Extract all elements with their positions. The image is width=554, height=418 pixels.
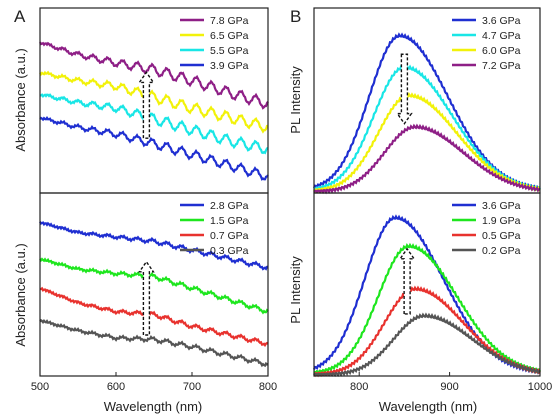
plot-B-top: 3.6 GPa 4.7 GPa 6.0 GPa 7.2 GPa bbox=[312, 7, 542, 195]
legend-label-A-top-1: 6.5 GPa bbox=[210, 30, 249, 42]
legend-label-B-top-0: 3.6 GPa bbox=[482, 15, 521, 27]
x-tick-label-A-bottom-0: 500 bbox=[31, 381, 49, 393]
y-axis-label-b-top: PL Intensity bbox=[288, 66, 303, 134]
trend-arrow-B-bottom bbox=[398, 247, 416, 315]
y-axis-label-a-top: Absorbance (a.u.) bbox=[13, 48, 28, 151]
plot-B-bottom: 3.6 GPa 1.9 GPa 0.5 GPa 0.2 GPa 800 900 1000 bbox=[312, 192, 552, 393]
legend-label-B-top-2: 6.0 GPa bbox=[482, 45, 521, 57]
y-axis-label-b-bottom: PL Intensity bbox=[288, 256, 303, 324]
series-line-B-top-0 bbox=[312, 32, 541, 191]
legend-label-B-top-3: 7.2 GPa bbox=[482, 60, 521, 72]
plot-A-top: 7.8 GPa 6.5 GPa 5.5 GPa 3.9 GPa bbox=[39, 7, 269, 194]
series-line-B-bottom-2 bbox=[313, 285, 541, 378]
legend-label-B-bottom-1: 1.9 GPa bbox=[482, 215, 521, 227]
series-line-A-bottom-0 bbox=[39, 221, 269, 271]
series-line-A-bottom-3 bbox=[39, 318, 269, 368]
legend-label-A-bottom-0: 2.8 GPa bbox=[210, 200, 249, 212]
plot-frame-A-bottom bbox=[39, 192, 269, 377]
x-tick-label-B-bottom-0: 800 bbox=[350, 381, 368, 393]
legend-label-A-top-3: 3.9 GPa bbox=[210, 60, 249, 72]
x-tick-label-A-bottom-2: 700 bbox=[183, 381, 201, 393]
plot-A-bottom: 2.8 GPa 1.5 GPa 0.7 GPa 0.3 GPa 500 600 700 800 bbox=[31, 192, 277, 393]
legend-label-A-top-0: 7.8 GPa bbox=[210, 15, 249, 27]
series-line-A-top-1 bbox=[39, 70, 269, 134]
x-tick-label-B-bottom-2: 1000 bbox=[528, 381, 552, 393]
series-line-B-bottom-1 bbox=[313, 242, 542, 376]
legend-label-B-top-1: 4.7 GPa bbox=[482, 30, 521, 42]
series-line-A-bottom-2 bbox=[39, 286, 269, 348]
trend-arrow-B-top bbox=[396, 53, 413, 125]
legend-label-A-top-2: 5.5 GPa bbox=[210, 45, 249, 57]
x-axis-label-b: Wavelength (nm) bbox=[379, 399, 478, 414]
plot-frame-B-bottom bbox=[313, 192, 541, 377]
y-axis-label-a-bottom: Absorbance (a.u.) bbox=[13, 243, 28, 346]
series-line-A-top-2 bbox=[39, 93, 269, 155]
x-axis-label-a: Wavelength (nm) bbox=[104, 399, 203, 414]
x-tick-label-B-bottom-1: 900 bbox=[440, 381, 458, 393]
trend-arrow-A-bottom bbox=[138, 260, 155, 336]
legend-label-A-bottom-1: 1.5 GPa bbox=[210, 215, 249, 227]
panel-label-a: A bbox=[14, 7, 26, 26]
series-line-B-top-3 bbox=[313, 123, 541, 195]
series-line-B-top-2 bbox=[313, 92, 541, 194]
series-line-B-bottom-3 bbox=[313, 312, 541, 378]
series-line-A-top-3 bbox=[39, 116, 269, 181]
legend-label-B-bottom-0: 3.6 GPa bbox=[482, 200, 521, 212]
panel-label-b: B bbox=[290, 7, 301, 26]
x-tick-label-A-bottom-3: 800 bbox=[259, 381, 277, 393]
legend-label-A-bottom-3: 0.3 GPa bbox=[210, 245, 249, 257]
trend-arrow-A-top bbox=[138, 71, 155, 139]
series-line-A-bottom-1 bbox=[39, 257, 269, 315]
series-line-A-top-0 bbox=[39, 41, 269, 110]
legend-label-B-bottom-2: 0.5 GPa bbox=[482, 230, 521, 242]
legend-label-B-bottom-3: 0.2 GPa bbox=[482, 245, 521, 257]
legend-label-A-bottom-2: 0.7 GPa bbox=[210, 230, 249, 242]
x-tick-label-A-bottom-1: 600 bbox=[107, 381, 125, 393]
